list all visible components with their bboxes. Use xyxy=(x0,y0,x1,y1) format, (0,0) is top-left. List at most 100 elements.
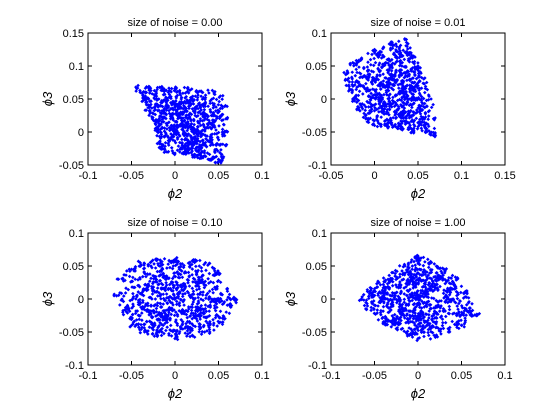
data-point xyxy=(156,121,161,126)
data-point xyxy=(392,77,397,82)
data-point xyxy=(414,116,419,121)
data-point xyxy=(402,87,407,91)
data-point xyxy=(395,269,399,274)
data-point xyxy=(159,263,163,268)
data-point xyxy=(407,279,412,284)
data-point xyxy=(372,78,376,82)
data-point xyxy=(163,277,168,281)
data-point xyxy=(426,299,431,304)
data-point xyxy=(163,140,168,145)
data-point xyxy=(410,88,415,92)
data-point xyxy=(186,145,191,150)
data-point xyxy=(138,90,143,95)
data-point xyxy=(208,304,213,308)
data-point xyxy=(197,264,202,268)
data-point xyxy=(356,80,360,85)
data-point xyxy=(390,300,395,305)
data-point xyxy=(369,102,374,107)
data-point xyxy=(197,121,201,125)
data-point xyxy=(180,288,184,292)
data-point xyxy=(358,82,362,87)
data-point xyxy=(358,102,362,106)
data-point xyxy=(426,257,430,262)
data-point xyxy=(220,320,225,325)
data-point xyxy=(219,161,223,165)
data-point xyxy=(414,278,418,283)
subplot-1: size of noise = 0.00-0.1 -0.05 0 0.05 0.1-0.… xyxy=(40,17,270,201)
data-point xyxy=(158,114,162,119)
data-point xyxy=(423,289,427,294)
data-point xyxy=(379,291,383,296)
data-point xyxy=(146,282,151,286)
data-point xyxy=(195,104,199,108)
data-point xyxy=(369,305,374,310)
data-point xyxy=(429,326,434,330)
data-point xyxy=(370,301,375,305)
data-point xyxy=(412,291,417,295)
data-point xyxy=(372,56,376,61)
data-point xyxy=(183,326,187,330)
data-point xyxy=(168,323,173,328)
data-point xyxy=(383,118,388,123)
data-point xyxy=(165,266,169,270)
data-point xyxy=(385,292,389,296)
data-point xyxy=(189,146,193,151)
data-point xyxy=(204,268,208,273)
data-point xyxy=(373,97,378,101)
data-point xyxy=(172,125,176,130)
data-point xyxy=(197,321,202,326)
data-point xyxy=(162,92,167,97)
data-point xyxy=(406,125,411,130)
data-point xyxy=(381,299,386,304)
data-point xyxy=(196,299,201,303)
data-point xyxy=(407,116,412,120)
data-point xyxy=(382,107,387,111)
data-point xyxy=(136,298,141,303)
data-point xyxy=(408,46,412,50)
data-point xyxy=(459,284,464,289)
data-point xyxy=(205,117,210,122)
data-point xyxy=(394,116,398,121)
data-point xyxy=(213,118,218,123)
data-point xyxy=(432,275,436,279)
data-point xyxy=(389,325,394,329)
data-point xyxy=(146,97,151,101)
data-point xyxy=(418,277,423,282)
data-point xyxy=(369,80,374,85)
data-point xyxy=(441,306,446,311)
data-point xyxy=(150,326,154,330)
data-point xyxy=(182,151,187,156)
data-point xyxy=(475,312,479,317)
data-point xyxy=(139,311,144,315)
data-point xyxy=(375,73,379,77)
data-point xyxy=(386,124,391,129)
data-point xyxy=(413,283,418,287)
data-point xyxy=(405,47,410,51)
data-point xyxy=(212,92,216,96)
data-point xyxy=(420,273,425,277)
data-point xyxy=(156,324,161,329)
data-point xyxy=(368,62,373,67)
data-point xyxy=(154,277,159,282)
data-point xyxy=(190,302,195,307)
data-point xyxy=(408,78,412,83)
data-point xyxy=(149,320,154,325)
data-point xyxy=(154,96,159,101)
data-point xyxy=(201,273,205,278)
data-point xyxy=(354,58,359,63)
data-point xyxy=(413,98,418,103)
data-point xyxy=(151,258,155,263)
data-point xyxy=(388,120,393,125)
data-point xyxy=(449,299,453,304)
data-point xyxy=(165,106,169,110)
data-point xyxy=(376,279,380,284)
data-point xyxy=(395,78,399,83)
data-point xyxy=(399,124,404,129)
data-point xyxy=(208,101,212,106)
data-point xyxy=(220,134,225,138)
data-point xyxy=(407,282,412,286)
data-point xyxy=(433,320,437,325)
data-point xyxy=(393,113,397,117)
data-point xyxy=(156,130,160,135)
data-point xyxy=(394,285,399,289)
